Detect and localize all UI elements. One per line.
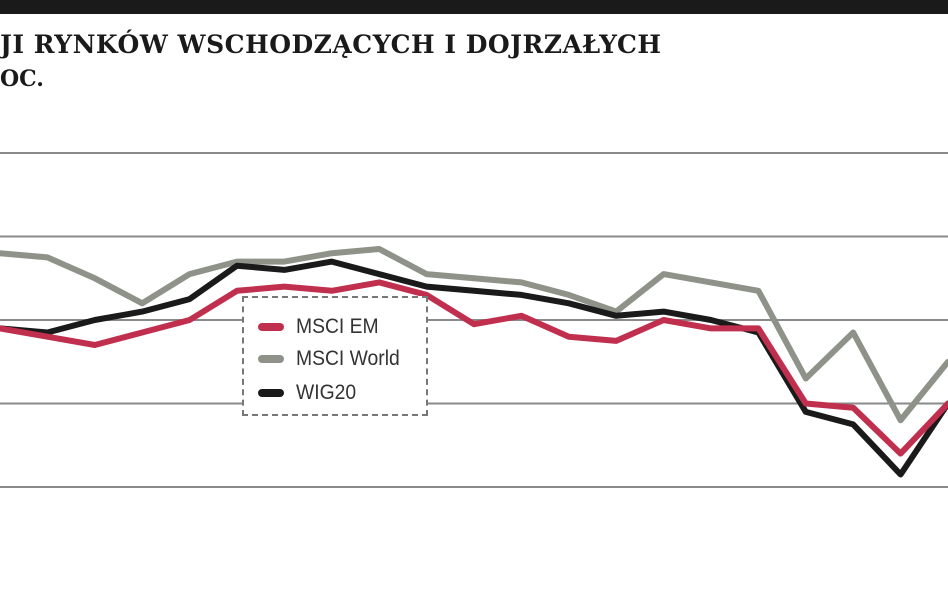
chart-title: JI RYNKÓW WSCHODZĄCYCH I DOJRZAŁYCH bbox=[0, 30, 662, 59]
series-line-msci-em bbox=[0, 279, 948, 457]
legend-label-msci-em: MSCI EM bbox=[296, 315, 379, 338]
series-line-wig20 bbox=[0, 258, 948, 478]
legend-label-msci-world: MSCI World bbox=[296, 347, 400, 370]
legend-swatch-msci-em bbox=[258, 323, 284, 331]
series-lines bbox=[0, 246, 948, 478]
legend-item-wig20: WIG20 bbox=[258, 378, 361, 408]
legend-item-msci-em: MSCI EM bbox=[258, 312, 386, 342]
legend: MSCI EM MSCI World WIG20 bbox=[242, 296, 428, 416]
legend-swatch-wig20 bbox=[258, 389, 284, 397]
legend-swatch-msci-world bbox=[258, 355, 284, 363]
grid-lines bbox=[0, 152, 948, 488]
top-bar bbox=[0, 0, 948, 14]
legend-item-msci-world: MSCI World bbox=[258, 344, 409, 374]
series-line-msci-world bbox=[0, 246, 948, 424]
chart-subtitle: OC. bbox=[0, 66, 44, 92]
legend-label-wig20: WIG20 bbox=[296, 381, 357, 404]
